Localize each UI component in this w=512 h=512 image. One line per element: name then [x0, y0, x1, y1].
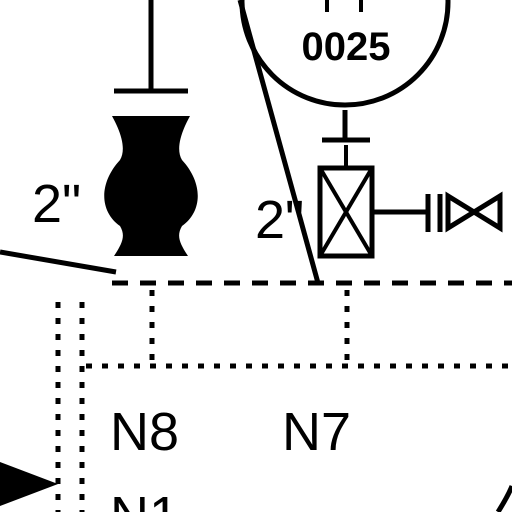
control-valve[interactable] [317, 165, 375, 259]
gate-valve[interactable] [445, 191, 503, 233]
valve-size-right: 2" [255, 190, 304, 250]
valve-size-left: 2" [32, 174, 81, 234]
ball-valve[interactable] [104, 116, 198, 256]
inlet-line [0, 249, 117, 275]
instrument-tag: 0025 [302, 25, 391, 69]
instrument-leader-line [237, 0, 321, 284]
nozzle-label-n8: N8 [110, 402, 179, 462]
corner-curve [495, 485, 512, 512]
flow-arrow [0, 462, 58, 506]
ball-valve-body [104, 116, 198, 256]
instrument-bubble[interactable]: 0025 [239, 0, 451, 108]
gate-valve-right [469, 191, 503, 233]
control-valve-x2 [318, 166, 374, 258]
nozzle-label-n1: N1 [110, 486, 179, 512]
gate-valve-left [445, 191, 479, 233]
left-valve-actuator [114, 0, 188, 94]
nozzle-label-n7: N7 [282, 402, 351, 462]
